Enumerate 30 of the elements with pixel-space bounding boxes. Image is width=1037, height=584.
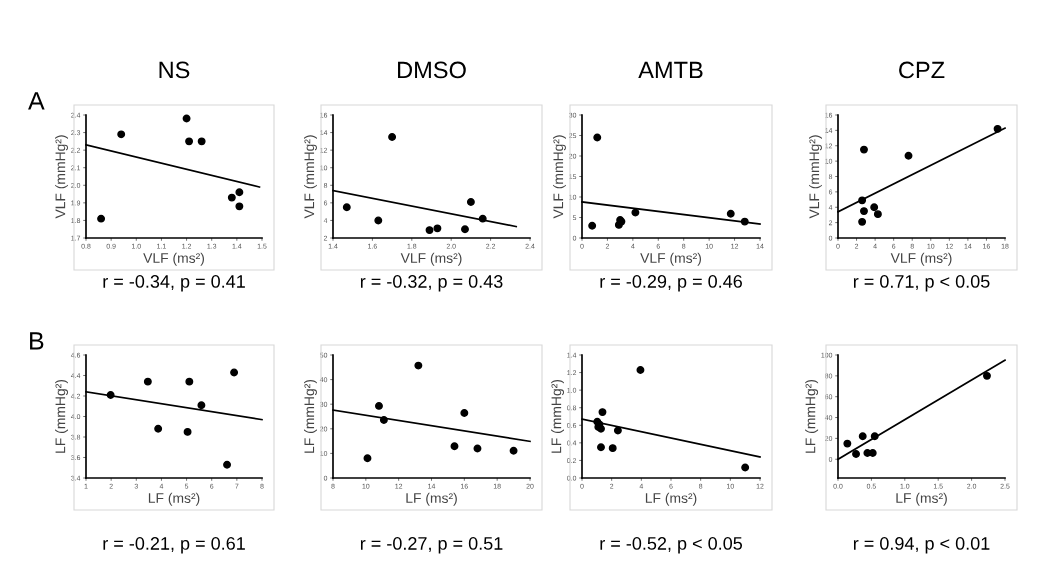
text: r = 0.71, p < 0.05	[853, 275, 990, 292]
x-axis-title: VLF (ms²)	[400, 252, 462, 266]
y-axis-title: LF (mmHg²)	[551, 379, 565, 453]
x-axis-title: VLF (ms²)	[143, 252, 204, 266]
text: A	[28, 92, 45, 110]
text: B	[30, 332, 44, 350]
y-axis-title: LF (mmHg²)	[304, 379, 317, 453]
chart-title: AMTB	[638, 61, 703, 79]
y-axis-title: VLF (mmHg²)	[809, 135, 822, 219]
text: r = -0.27, p = 0.51	[360, 537, 503, 554]
y-axis-title: LF (mmHg²)	[805, 379, 819, 453]
chart-title: CPZ	[899, 61, 945, 79]
text: r = -0.52, p < 0.05	[600, 537, 743, 554]
text: r = -0.21, p = 0.61	[103, 537, 245, 554]
y-axis-title: VLF (mmHg²)	[553, 135, 566, 219]
text: r = -0.32, p = 0.43	[360, 275, 503, 292]
text: r = -0.34, p = 0.41	[103, 275, 245, 292]
x-axis-title: LF (ms²)	[645, 492, 697, 506]
y-axis-title: LF (mmHg²)	[55, 379, 69, 453]
x-axis-title: VLF (ms²)	[890, 252, 952, 266]
x-axis-title: LF (ms²)	[406, 492, 457, 506]
x-axis-title: LF (ms²)	[148, 492, 200, 506]
x-axis-title: VLF (ms²)	[640, 252, 701, 266]
x-axis-title: LF (ms²)	[896, 492, 947, 506]
text: r = 0.94, p < 0.01	[853, 537, 990, 554]
chart-title: NS	[159, 61, 190, 79]
chart-title: DMSO	[398, 61, 466, 79]
y-axis-title: VLF (mmHg²)	[304, 135, 317, 219]
text: r = -0.29, p = 0.46	[600, 275, 742, 292]
y-axis-title: VLF (mmHg²)	[55, 135, 69, 219]
